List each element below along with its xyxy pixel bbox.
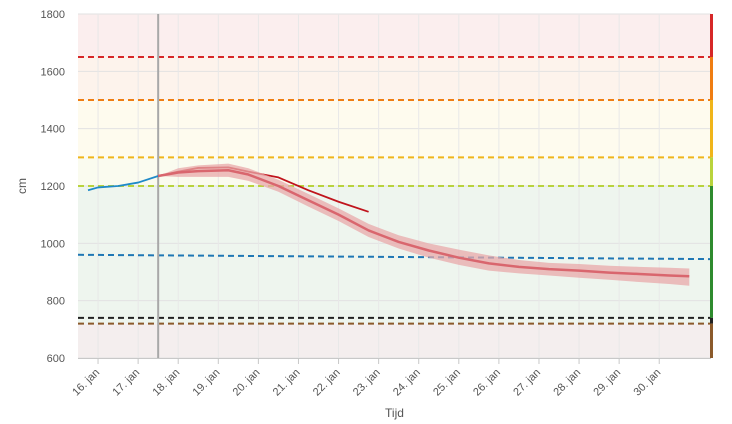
x-tick-label: 22. jan xyxy=(311,367,343,399)
y-tick-label: 600 xyxy=(47,353,65,365)
y-tick-label: 1400 xyxy=(41,124,65,136)
x-tick-label: 24. jan xyxy=(391,367,423,399)
x-tick-label: 29. jan xyxy=(591,367,623,399)
side-bar-segment xyxy=(710,100,713,158)
threshold-lines xyxy=(77,56,712,325)
x-tick-label: 20. jan xyxy=(231,367,263,399)
x-axis-title: Tijd xyxy=(385,406,404,420)
side-bar-segment xyxy=(710,57,713,100)
plot-area xyxy=(87,14,690,358)
zone-band xyxy=(78,14,711,57)
side-bar-segment xyxy=(710,323,713,358)
y-axis-title: cm xyxy=(15,178,29,194)
y-tick-label: 1000 xyxy=(41,238,65,250)
y-tick-label: 1800 xyxy=(41,9,65,21)
x-tick-label: 16. jan xyxy=(70,367,102,399)
x-tick-label: 25. jan xyxy=(431,367,463,399)
x-tick-label: 28. jan xyxy=(551,367,583,399)
x-tick-label: 17. jan xyxy=(110,367,142,399)
zone-band xyxy=(78,57,711,100)
x-tick-label: 30. jan xyxy=(632,367,664,399)
zone-band xyxy=(78,323,711,358)
x-tick-label: 26. jan xyxy=(471,367,503,399)
x-tick-label: 19. jan xyxy=(191,367,223,399)
threshold-line xyxy=(77,253,712,261)
side-bar-segment xyxy=(710,186,713,318)
y-axis: 600 800 1000 1200 1400 1600 1800 xyxy=(41,9,65,365)
side-bar-segment xyxy=(710,14,713,57)
x-tick-label: 27. jan xyxy=(511,367,543,399)
series-line-ensemble xyxy=(157,168,690,278)
y-tick-label: 1200 xyxy=(41,181,65,193)
y-tick-label: 1600 xyxy=(41,66,65,78)
side-bar-segment xyxy=(710,317,713,324)
x-tick-label: 18. jan xyxy=(150,367,182,399)
ensemble-band xyxy=(158,163,690,286)
side-level-bar xyxy=(710,14,713,358)
y-tick-label: 800 xyxy=(47,296,65,308)
x-axis: 16. jan 17. jan 18. jan 19. jan 20. jan 21. j… xyxy=(70,358,711,398)
series-line-observed xyxy=(87,175,159,192)
x-tick-label: 21. jan xyxy=(271,367,303,399)
side-bar-segment xyxy=(710,157,713,186)
x-tick-label: 23. jan xyxy=(351,367,383,399)
